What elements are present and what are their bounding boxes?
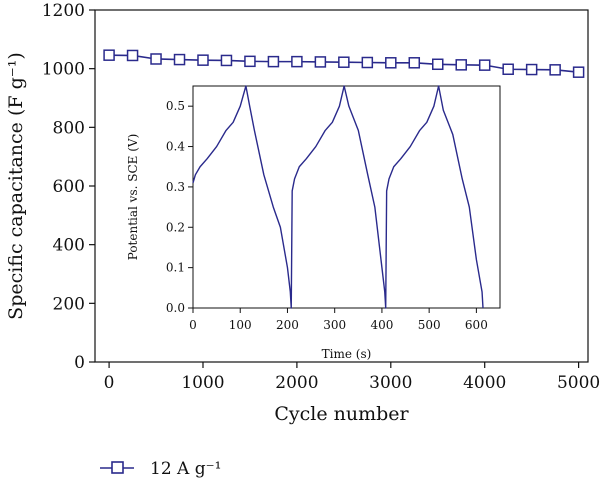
main-data-point (291, 55, 303, 68)
inset-x-axis: 0 100 200 300 400 500 600 (189, 308, 488, 332)
main-data-point (432, 58, 444, 71)
inset-x-tick-label: 600 (465, 318, 488, 332)
main-data-point (267, 55, 280, 68)
inset-plot: 0 100 200 300 400 500 600 0.0 0.1 0.2 0.3 0.4 0.5 T… (126, 85, 501, 361)
main-data-point (150, 53, 162, 65)
main-data-point (173, 53, 186, 66)
main-data-point (338, 56, 350, 68)
main-y-axis: 0 200 400 600 800 1000 1200 (42, 1, 95, 373)
main-x-axis-label: Cycle number (274, 403, 409, 425)
main-data-point (478, 59, 491, 71)
main-y-tick-label: 400 (53, 236, 85, 256)
main-y-tick-label: 0 (74, 353, 85, 373)
main-data-point (525, 63, 538, 76)
inset-y-axis-label: Potential vs. SCE (V) (126, 134, 140, 261)
inset-y-tick-label: 0.5 (166, 99, 185, 113)
inset-x-tick-label: 100 (229, 318, 252, 332)
inset-y-tick-label: 0.0 (166, 301, 185, 315)
inset-y-tick-label: 0.3 (166, 180, 185, 194)
main-x-tick-label: 0 (104, 373, 115, 393)
main-data-point (103, 49, 115, 61)
legend-entry: 12 A g⁻¹ (150, 459, 221, 479)
legend: 12 A g⁻¹ (100, 459, 221, 479)
inset-y-tick-label: 0.2 (166, 220, 185, 234)
main-y-tick-label: 1200 (42, 1, 85, 21)
main-y-tick-label: 1000 (42, 60, 85, 80)
main-data-point (502, 63, 514, 76)
inset-x-axis-label: Time (s) (322, 347, 372, 361)
main-y-tick-label: 200 (53, 294, 85, 314)
inset-plot-frame (192, 85, 501, 309)
main-data-point (244, 55, 256, 68)
inset-x-tick-label: 0 (189, 318, 197, 332)
main-data-point (408, 57, 421, 69)
main-x-axis: 0 1000 2000 3000 4000 5000 (104, 362, 600, 393)
legend-marker-swatch (111, 461, 124, 474)
inset-x-tick-label: 200 (276, 318, 299, 332)
main-y-axis-label: Specific capacitance (F g⁻¹) (5, 52, 27, 320)
main-data-point (126, 49, 139, 62)
main-series (103, 49, 585, 78)
main-x-tick-label: 1000 (181, 373, 224, 393)
main-data-point (572, 66, 585, 78)
main-x-tick-label: 2000 (275, 373, 318, 393)
main-y-tick-label: 600 (53, 177, 85, 197)
inset-x-tick-label: 500 (418, 318, 441, 332)
main-x-tick-label: 4000 (463, 373, 506, 393)
inset-y-tick-label: 0.1 (166, 261, 185, 275)
main-data-point (220, 54, 233, 67)
main-x-tick-label: 5000 (557, 373, 600, 393)
inset-y-axis: 0.0 0.1 0.2 0.3 0.4 0.5 (166, 99, 193, 315)
inset-x-tick-label: 300 (323, 318, 346, 332)
inset-x-tick-label: 400 (370, 318, 393, 332)
main-data-point (314, 56, 327, 68)
main-data-point (197, 54, 209, 66)
main-plot: 0 1000 2000 3000 4000 5000 020040060080010001… (5, 1, 600, 425)
main-data-point (385, 57, 397, 69)
inset-series-line (192, 85, 484, 309)
main-x-tick-label: 3000 (369, 373, 412, 393)
main-data-point (455, 59, 467, 71)
inset-y-tick-label: 0.4 (166, 140, 185, 154)
main-data-point (549, 64, 561, 76)
main-data-point (361, 56, 374, 69)
inset-series (192, 85, 484, 309)
main-y-tick-label: 800 (53, 118, 85, 138)
